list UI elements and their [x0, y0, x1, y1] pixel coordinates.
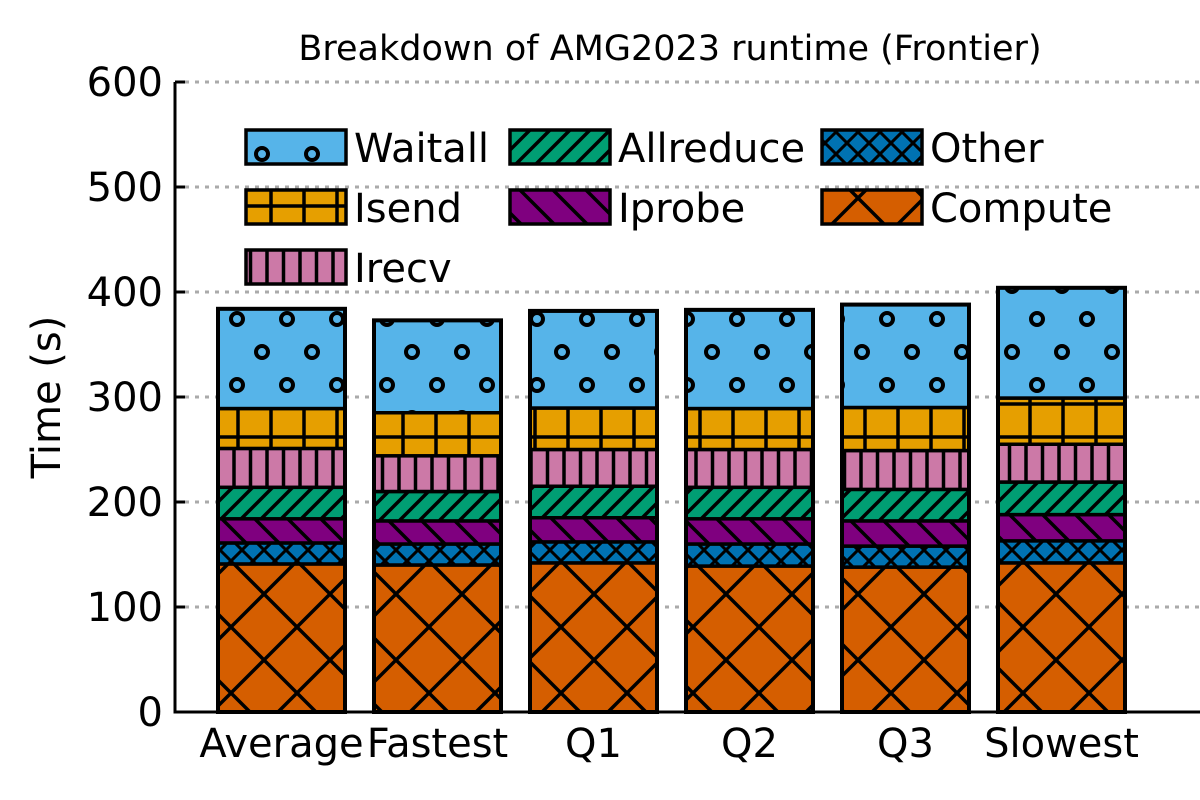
y-tick-label: 100	[87, 585, 163, 631]
bar-segment-iprobe-pattern	[996, 512, 1127, 543]
bar-segment-iprobe-pattern	[528, 516, 659, 544]
bar-segment-compute-pattern	[372, 563, 503, 714]
bar-segment-irecv-pattern	[840, 448, 971, 492]
y-tick-label: 300	[87, 375, 163, 421]
legend-item-other: Other	[820, 126, 1044, 172]
bar-segment-compute-pattern	[528, 561, 659, 714]
legend-label: Compute	[930, 186, 1112, 232]
y-tick-label: 400	[87, 270, 163, 316]
x-tick-label: Average	[199, 721, 363, 767]
x-tick-label: Slowest	[984, 721, 1139, 767]
legend-swatch-pattern	[244, 248, 348, 286]
bar-segment-waitall-pattern	[528, 309, 659, 410]
legend-label: Waitall	[354, 126, 489, 172]
legend-label: Iprobe	[618, 186, 745, 232]
bar-segment-iprobe-pattern	[372, 519, 503, 546]
x-tick-label: Q3	[877, 721, 934, 767]
legend: Waitall Allreduce Other Isend Iprobe Compute I…	[244, 126, 1112, 292]
chart-title: Breakdown of AMG2023 runtime (Frontier)	[298, 29, 1041, 69]
legend-swatch-pattern	[244, 128, 348, 166]
axes: 0 100 200 300 400 500 600 Average Fastest Q1 Q2 Q3 S…	[87, 60, 1200, 767]
bar-segment-isend-pattern	[216, 406, 347, 451]
bar-segment-waitall-pattern	[216, 307, 347, 411]
bar-segment-other-pattern	[684, 542, 815, 568]
bar-segment-compute-pattern	[840, 565, 971, 714]
legend-label: Allreduce	[618, 126, 805, 172]
bar-segment-allreduce-pattern	[996, 480, 1127, 517]
legend-swatch-pattern	[244, 188, 348, 226]
x-tick-label: Fastest	[367, 721, 509, 767]
legend-label: Isend	[354, 186, 462, 232]
legend-item-iprobe: Iprobe	[508, 186, 745, 232]
bar-segment-other-pattern	[216, 541, 347, 566]
bar-segment-irecv-pattern	[216, 446, 347, 490]
y-tick-label: 200	[87, 480, 163, 526]
bar-segment-irecv-pattern	[372, 454, 503, 494]
bar-segment-waitall-pattern	[996, 286, 1127, 400]
bar-segment-irecv-pattern	[996, 442, 1127, 484]
legend-item-compute: Compute	[820, 186, 1112, 232]
legend-item-irecv: Irecv	[244, 246, 452, 292]
bar-segment-allreduce-pattern	[216, 485, 347, 521]
bar-segment-isend-pattern	[528, 406, 659, 452]
legend-label: Other	[930, 126, 1044, 172]
legend-item-waitall: Waitall	[244, 126, 489, 172]
bar-segment-allreduce-pattern	[684, 485, 815, 521]
bars	[216, 285, 1127, 714]
legend-label: Irecv	[354, 246, 452, 292]
bar-segment-waitall-pattern	[840, 302, 971, 410]
bar-segment-waitall-pattern	[684, 308, 815, 411]
y-tick-label: 600	[87, 60, 163, 106]
legend-swatch-pattern	[820, 188, 924, 226]
bar-segment-isend-pattern	[840, 405, 971, 453]
bar-segment-other-pattern	[528, 540, 659, 565]
bar-segment-other-pattern	[996, 539, 1127, 565]
bar-segment-other-pattern	[840, 544, 971, 569]
bar-segment-isend-pattern	[372, 411, 503, 458]
bar-segment-iprobe-pattern	[840, 519, 971, 548]
bar-segment-allreduce-pattern	[372, 489, 503, 523]
bar-segment-isend-pattern	[996, 396, 1127, 446]
x-tick-label: Q2	[721, 721, 778, 767]
y-tick-label: 500	[87, 165, 163, 211]
bar-segment-iprobe-pattern	[216, 517, 347, 545]
bar-segment-allreduce-pattern	[840, 487, 971, 523]
legend-item-isend: Isend	[244, 186, 462, 232]
bar-segment-compute-pattern	[216, 562, 347, 714]
bar-segment-compute-pattern	[996, 561, 1127, 714]
x-tick-label: Q1	[565, 721, 622, 767]
legend-swatch-pattern	[820, 128, 924, 166]
bar-segment-irecv-pattern	[528, 447, 659, 488]
y-axis-label: Time (s)	[24, 316, 70, 480]
bar-segment-other-pattern	[372, 542, 503, 567]
y-tick-label: 0	[138, 690, 163, 736]
bar-segment-irecv-pattern	[684, 447, 815, 490]
bar-segment-compute-pattern	[684, 564, 815, 714]
legend-swatch-pattern	[508, 188, 612, 226]
legend-item-allreduce: Allreduce	[508, 126, 805, 172]
bar-segment-iprobe-pattern	[684, 517, 815, 546]
bar-segment-allreduce-pattern	[528, 484, 659, 520]
legend-swatch-pattern	[508, 128, 612, 166]
bar-segment-isend-pattern	[684, 406, 815, 452]
bar-segment-waitall-pattern	[372, 318, 503, 415]
